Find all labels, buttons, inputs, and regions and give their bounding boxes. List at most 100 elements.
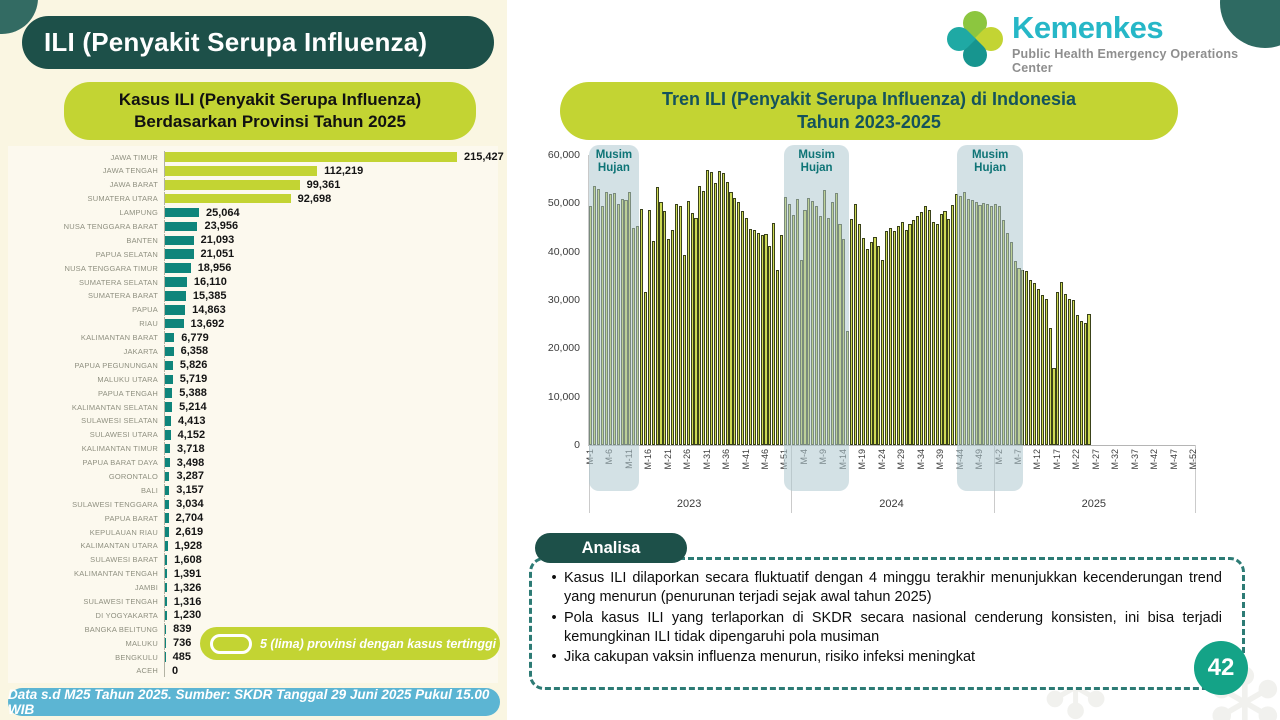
province-bar (165, 263, 191, 273)
province-bar (165, 221, 198, 232)
province-bar-track: 3,287 (164, 469, 496, 483)
top5-legend: 5 (lima) provinsi dengan kasus tertinggi (200, 627, 500, 660)
province-label: KALIMANTAN TENGAH (74, 569, 158, 579)
trend-bar (678, 205, 682, 445)
trend-bar (1079, 320, 1083, 445)
province-value: 25,064 (205, 206, 240, 219)
trend-bar (768, 245, 772, 445)
trend-bar (904, 229, 908, 445)
province-value: 736 (172, 637, 192, 650)
province-value: 1,230 (173, 609, 202, 622)
rainy-season-label: Musim Hujan (595, 149, 633, 175)
province-label: MALUKU (125, 638, 158, 648)
rainy-season-label: Musim Hujan (971, 149, 1009, 175)
rainy-season-region: Musim Hujan (957, 145, 1024, 491)
province-value: 99,361 (306, 178, 341, 191)
trend-bar (861, 237, 865, 445)
province-bar (165, 485, 170, 496)
trend-bar (857, 224, 861, 445)
x-tick-label: M-37 (1129, 449, 1140, 470)
province-label: DI YOGYAKARTA (95, 610, 158, 620)
x-tick-label: M-24 (876, 449, 887, 470)
trend-bar (717, 170, 721, 445)
trend-bar (1032, 283, 1037, 445)
province-bar (165, 374, 173, 384)
province-row: SULAWESI SELATAN 4,413 (12, 414, 496, 428)
province-row: SULAWESI TENGAH 1,316 (12, 595, 496, 608)
province-row: BALI 3,157 (12, 483, 496, 497)
province-row: RIAU 13,692 (12, 317, 496, 331)
province-bar (165, 471, 170, 482)
trend-bar (881, 259, 885, 445)
trend-bar (698, 185, 702, 445)
province-value: 485 (172, 651, 192, 664)
analysis-bullet: • Pola kasus ILI yang terlaporkan di SKDR… (544, 609, 1222, 647)
trend-bar (1044, 299, 1048, 445)
province-bar-track: 4,413 (164, 414, 496, 428)
province-label: KALIMANTAN SELATAN (71, 402, 158, 412)
analysis-bullet: • Kasus ILI dilaporkan secara fluktuatif … (544, 569, 1222, 607)
bullet-icon: • (551, 649, 557, 666)
province-label: JAWA TIMUR (110, 152, 158, 162)
province-bar-track: 1,326 (164, 581, 496, 595)
province-label: ACEH (136, 666, 158, 676)
trend-bar (1067, 298, 1072, 445)
province-bar-track: 1,391 (164, 567, 496, 581)
province-label: LAMPUNG (119, 208, 158, 218)
province-value: 23,956 (204, 220, 239, 233)
province-label: GORONTALO (108, 471, 158, 481)
province-row: KALIMANTAN SELATAN 5,214 (12, 400, 496, 414)
trend-bar (920, 211, 924, 445)
province-value: 1,928 (174, 539, 203, 552)
province-label: PAPUA SELATAN (95, 249, 158, 259)
province-bar-track: 13,692 (164, 317, 496, 331)
province-value: 1,326 (173, 581, 202, 594)
province-bar-track: 2,619 (164, 525, 496, 539)
province-row: KALIMANTAN UTARA 1,928 (12, 539, 496, 553)
x-tick-label: M-36 (721, 449, 732, 470)
province-bar-track: 112,219 (164, 164, 496, 178)
province-row: ACEH 0 (12, 664, 496, 678)
analysis-bullet-list: • Kasus ILI dilaporkan secara fluktuatif … (544, 569, 1222, 667)
trend-bar (710, 171, 714, 445)
province-value: 6,779 (181, 331, 209, 344)
trend-bar (639, 208, 644, 445)
rainy-season-label: Musim Hujan (798, 149, 835, 175)
province-label: JAWA BARAT (109, 180, 158, 190)
trend-bar (721, 173, 725, 445)
province-row: DI YOGYAKARTA 1,230 (12, 608, 496, 622)
province-label: PAPUA BARAT (104, 513, 158, 523)
kemenkes-logo: Kemenkes Public Health Emergency Operati… (942, 6, 1280, 75)
bullet-icon: • (551, 570, 557, 586)
province-bar (165, 443, 171, 454)
trend-bar-chart: Musim Hujan Musim Hujan Musim Hujan (588, 145, 1196, 513)
province-value: 3,287 (176, 470, 204, 483)
province-bar (165, 402, 173, 412)
province-label: RIAU (139, 319, 158, 329)
trend-bar (1025, 271, 1029, 445)
trend-bar (748, 228, 753, 445)
trend-x-axis: M-1M-6M-11M-16M-21M-26M-31M-36M-41M-46M-… (585, 447, 1198, 495)
province-row: SULAWESI UTARA 4,152 (12, 428, 496, 442)
province-bar-track: 0 (164, 664, 496, 678)
province-bar (165, 180, 300, 190)
kemenkes-logo-icon (942, 6, 1008, 72)
province-bar-track: 1,230 (164, 608, 496, 622)
province-label: KEPULAUAN RIAU (89, 527, 158, 537)
trend-chart-title: Tren ILI (Penyakit Serupa Influenza) di … (560, 82, 1178, 140)
y-tick-label: 50,000 (547, 197, 580, 210)
page-title: ILI (Penyakit Serupa Influenza) (22, 16, 494, 69)
analysis-bullet-text: Kasus ILI dilaporkan secara fluktuatif d… (564, 570, 1222, 605)
province-value: 5,214 (179, 401, 207, 414)
province-row: JAKARTA 6,358 (12, 344, 496, 358)
province-label: PAPUA (132, 305, 158, 315)
trend-bar (1040, 294, 1044, 445)
y-tick-label: 10,000 (547, 390, 580, 403)
province-bar-chart: JAWA TIMUR 215,427 JAWA TENGAH 112,219 JAWA … (12, 150, 504, 678)
trend-bar (865, 248, 869, 445)
trend-bar (706, 170, 710, 445)
province-bar-track: 4,152 (164, 428, 496, 442)
trend-bar (713, 183, 717, 445)
province-bar (165, 596, 167, 607)
trend-bar (663, 211, 667, 445)
